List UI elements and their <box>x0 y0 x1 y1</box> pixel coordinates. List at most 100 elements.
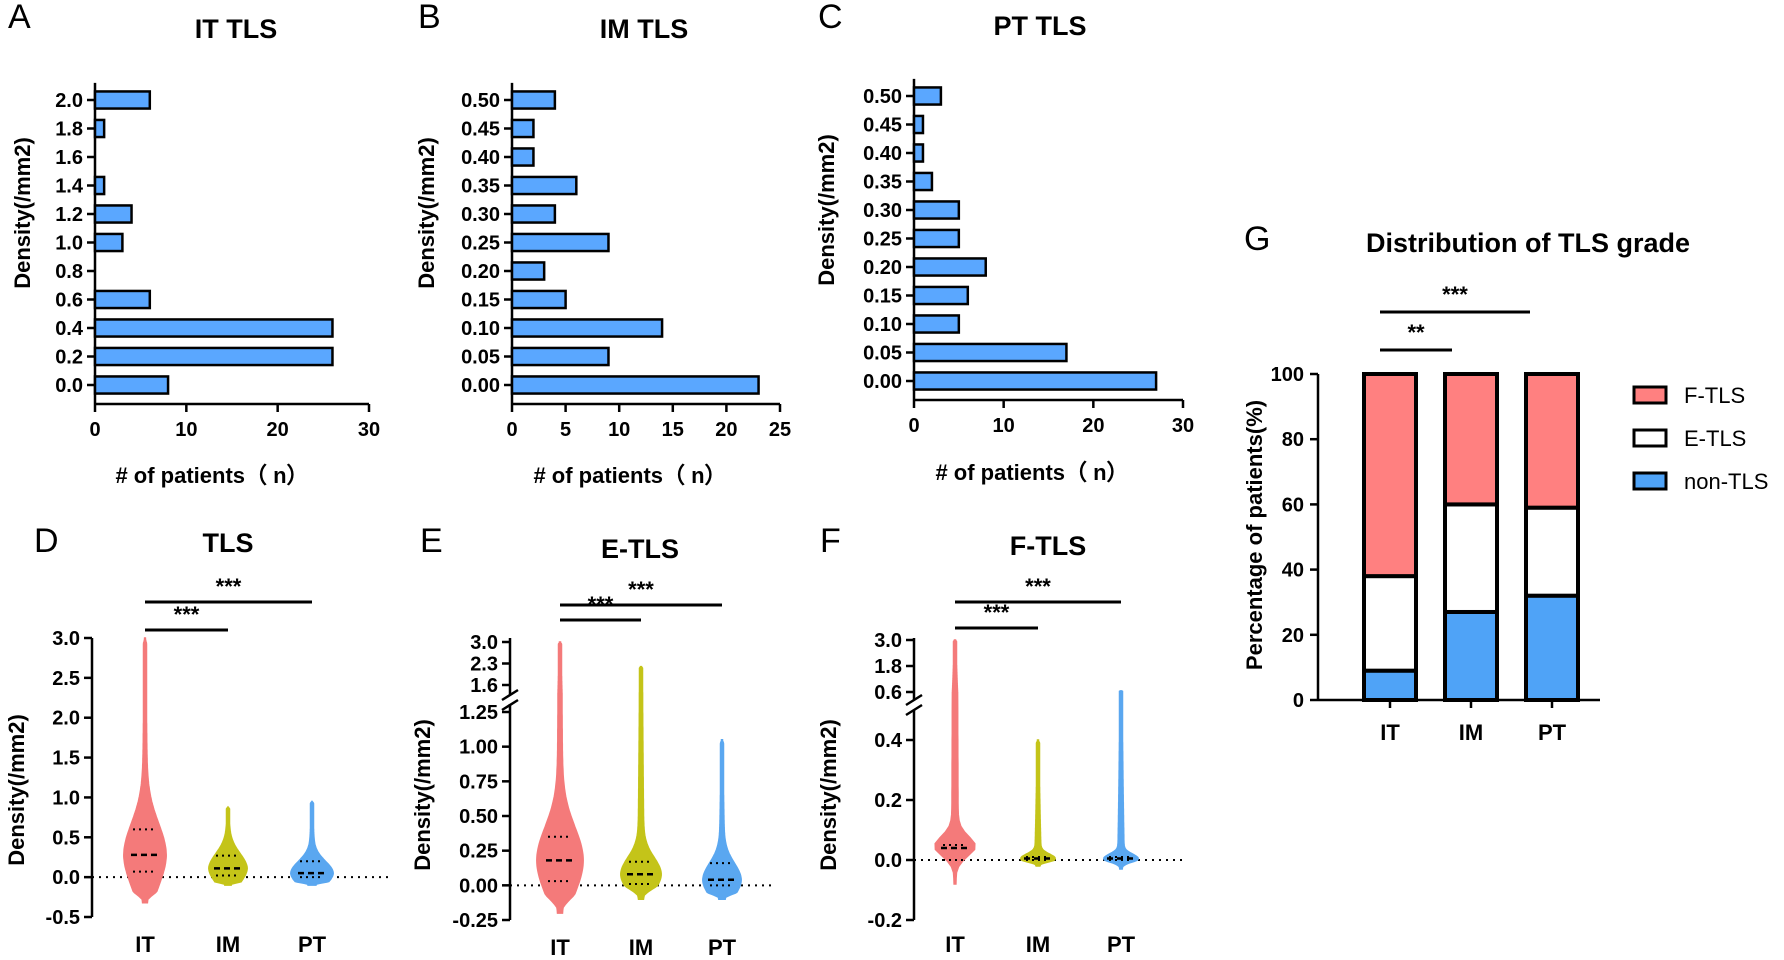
bar-0.10 <box>912 314 961 334</box>
y-tick-label: 0.50 <box>461 90 500 112</box>
bar-0.50 <box>510 90 557 110</box>
y-tick-label: 0.20 <box>461 261 500 283</box>
x-tick-label: 0 <box>908 415 919 437</box>
y-tick-label: 2.0 <box>52 708 80 730</box>
y-tick-label: 1.25 <box>459 702 498 724</box>
x-tick-label: 0 <box>89 419 100 441</box>
bar-0.30 <box>510 204 557 224</box>
significance-label: *** <box>216 574 242 599</box>
y-tick-label: 1.00 <box>459 737 498 759</box>
bar-0.6 <box>93 289 152 310</box>
panel-c-bars: 0.00 0.05 0.10 0.15 0.20 0.25 0.30 0.35 0.40 0.45… <box>863 78 1194 437</box>
x-tick-label: 30 <box>1172 415 1194 437</box>
bar-0.25 <box>510 232 610 253</box>
panel-f-ylabel: Density(/mm2) <box>816 719 841 871</box>
y-tick-label: 1.4 <box>55 176 84 198</box>
y-tick-label: 2.0 <box>55 90 83 112</box>
stack-segment-F-TLS-PT <box>1524 372 1580 510</box>
panel-d-violins: 3.0 2.5 2.0 1.5 1.0 0.5 0.0 -0.5 IT IM PT *** *** <box>46 574 392 957</box>
y-tick-label: 0.35 <box>863 172 902 194</box>
panel-label-b: B <box>418 0 441 36</box>
panel-g-legend: F-TLS E-TLS non-TLS <box>1632 383 1768 494</box>
y-tick-label: 0.05 <box>461 347 500 369</box>
x-category-label: IM <box>1026 932 1050 957</box>
axis-break-mark <box>905 693 923 707</box>
y-tick-label: -0.5 <box>46 907 80 929</box>
x-category-label: IT <box>945 932 965 957</box>
panel-f-violin-chart: F F-TLS Density(/mm2) 3.0 1.8 0.6 0.4 0.2 0.0… <box>816 522 1183 957</box>
y-tick-label: 0.40 <box>863 143 902 165</box>
y-tick-label: 0.25 <box>461 233 500 255</box>
bar-0.25 <box>912 228 961 249</box>
bar-0.05 <box>510 346 610 367</box>
y-tick-label: 0.45 <box>461 119 500 141</box>
y-tick-label: -0.25 <box>452 910 498 932</box>
panel-e-violins: 3.02.31.6 1.25 1.00 0.75 0.50 0.25 0.00 -0.25 IT… <box>452 577 776 960</box>
y-tick-label: 1.8 <box>55 119 83 141</box>
bar-1.0 <box>93 232 124 253</box>
panel-f-violins: 3.0 1.8 0.6 0.4 0.2 0.0 -0.2 IT IM PT *** *** <box>868 574 1183 957</box>
significance-label: *** <box>1442 282 1468 307</box>
y-tick-label: 0 <box>1293 690 1304 712</box>
x-category-label: IT <box>1380 720 1400 745</box>
y-tick-label: 0.0 <box>55 375 83 397</box>
y-tick-label: 0.00 <box>459 875 498 897</box>
bar-0.00 <box>510 375 760 395</box>
x-tick-label: 20 <box>1082 415 1104 437</box>
y-tick-label: 0.75 <box>459 771 498 793</box>
y-tick-label: 0.2 <box>874 790 902 812</box>
panel-d-violin-chart: D TLS Density(/mm2) 3.0 2.5 2.0 1.5 1.0 0.5 0.… <box>4 522 392 957</box>
bar-0.20 <box>510 261 546 281</box>
x-tick-label: 20 <box>715 419 737 441</box>
y-tick-label: 0.45 <box>863 115 902 137</box>
y-tick-label: 0.35 <box>461 176 500 198</box>
y-tick-label: -0.2 <box>868 910 902 932</box>
y-tick-label: 0.20 <box>863 257 902 279</box>
stack-segment-E-TLS-IM <box>1443 502 1499 614</box>
panel-c-xlabel: # of patients（ n） <box>935 460 1128 485</box>
y-tick-label: 0.50 <box>863 86 902 108</box>
axis-break-mark <box>501 688 519 702</box>
panel-d-title: TLS <box>203 528 254 558</box>
y-tick-label: 3.0 <box>52 628 80 650</box>
x-category-label: PT <box>298 932 327 957</box>
panel-g-title: Distribution of TLS grade <box>1366 228 1690 258</box>
y-tick-label: 0.50 <box>459 806 498 828</box>
bar-0.50 <box>912 86 943 106</box>
y-tick-label: 0.10 <box>461 318 500 340</box>
significance-label: *** <box>628 577 654 602</box>
x-tick-label: 10 <box>993 415 1015 437</box>
x-category-label: IT <box>135 932 155 957</box>
panel-label-e: E <box>420 522 443 560</box>
legend-label: E-TLS <box>1684 426 1746 451</box>
x-category-label: IT <box>550 935 570 960</box>
violin-IM <box>208 805 248 886</box>
x-tick-label: 20 <box>267 419 289 441</box>
panel-label-f: F <box>820 522 841 560</box>
panel-c-title: PT TLS <box>994 11 1087 41</box>
y-tick-label: 40 <box>1282 560 1304 582</box>
panel-b-bars: 0.00 0.05 0.10 0.15 0.20 0.25 0.30 0.35 0.40 0.45… <box>461 82 791 441</box>
bar-1.2 <box>93 204 133 224</box>
significance-label: *** <box>1025 574 1051 599</box>
panel-label-d: D <box>34 522 59 560</box>
violin-IM <box>620 665 662 900</box>
bar-0.15 <box>510 289 567 310</box>
panel-g-stacked-bar-chart: G Distribution of TLS grade Percentage o… <box>1242 220 1768 745</box>
bar-0.35 <box>912 171 934 192</box>
y-tick-label: 0.6 <box>874 682 902 704</box>
significance-label: *** <box>984 600 1010 625</box>
bar-2.0 <box>93 90 152 110</box>
y-tick-label: 1.5 <box>52 748 80 770</box>
panel-b-xlabel: # of patients（ n） <box>533 463 726 488</box>
y-tick-label: 0.25 <box>459 841 498 863</box>
x-category-label: IM <box>629 935 653 960</box>
panel-a-bar-chart: A IT TLS Density(/mm2) # of patients（ n）… <box>8 0 380 488</box>
panel-a-xlabel: # of patients（ n） <box>115 463 308 488</box>
panel-b-title: IM TLS <box>600 14 689 44</box>
bar-1.8 <box>93 118 106 139</box>
bar-0.45 <box>912 114 925 135</box>
bar-0.20 <box>912 257 987 277</box>
